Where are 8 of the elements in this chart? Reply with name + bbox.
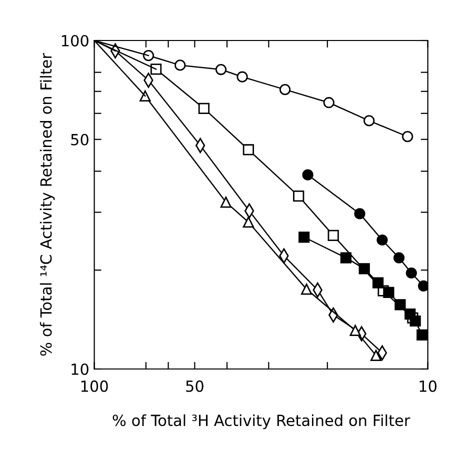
x-tick-label: 10 — [420, 380, 437, 392]
y-axis-title: % of Total ¹⁴C Activity Retained on Filter — [40, 52, 55, 356]
y-tick-label: 10 — [72, 363, 88, 376]
y-tick-label: 100 — [62, 34, 88, 47]
x-tick-label: 50 — [186, 380, 204, 392]
y-tick-label: 50 — [71, 134, 88, 146]
x-tick-label: 100 — [81, 380, 108, 392]
x-axis-title: % of Total ³H Activity Retained on Filter — [112, 414, 410, 430]
